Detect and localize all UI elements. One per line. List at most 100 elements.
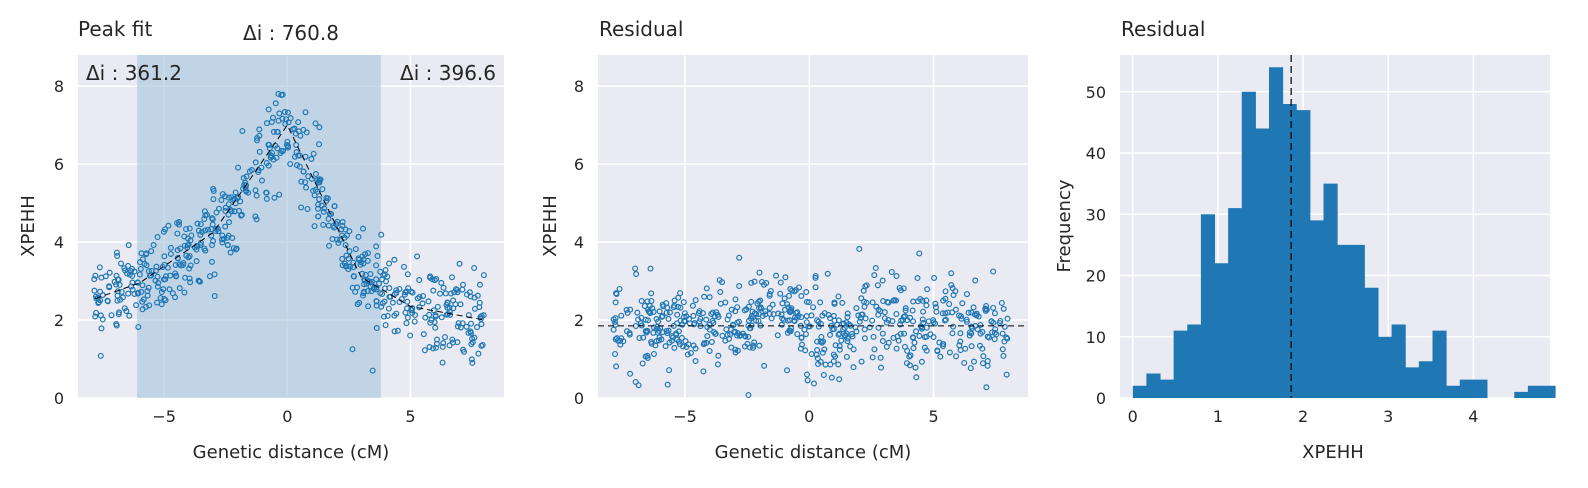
y-axis-label: Frequency <box>1054 179 1075 272</box>
data-point <box>913 374 920 381</box>
data-point <box>991 336 998 343</box>
data-point <box>139 282 146 289</box>
data-point <box>341 260 348 267</box>
data-point <box>369 367 376 374</box>
data-point <box>690 342 697 349</box>
data-point <box>202 212 209 219</box>
data-point <box>742 333 749 340</box>
y-tick-label: 2 <box>54 311 64 330</box>
data-point <box>185 241 192 248</box>
data-point <box>766 292 773 299</box>
y-tick-labels: 0 2 4 6 8 <box>574 77 584 408</box>
data-point <box>916 250 923 257</box>
histogram-bar <box>1446 385 1461 398</box>
data-point <box>984 362 991 369</box>
histogram-bar <box>1378 336 1393 398</box>
data-point <box>194 243 201 250</box>
data-point <box>454 289 461 296</box>
data-point <box>925 318 932 325</box>
histogram-bar <box>1269 67 1284 398</box>
data-point <box>380 313 387 320</box>
data-point <box>95 300 102 307</box>
data-point <box>135 289 142 296</box>
histogram-bar <box>1514 391 1529 398</box>
data-point <box>839 299 846 306</box>
data-point <box>91 287 98 294</box>
data-point <box>114 252 121 259</box>
data-point <box>986 334 993 341</box>
data-point <box>360 260 367 267</box>
data-point <box>404 271 411 278</box>
data-point <box>265 106 272 113</box>
data-point <box>184 242 191 249</box>
data-point <box>769 301 776 308</box>
data-point <box>736 254 743 261</box>
data-point <box>982 305 989 312</box>
data-point <box>784 317 791 324</box>
data-point <box>931 275 938 282</box>
data-point <box>440 284 447 291</box>
data-point <box>881 315 888 322</box>
data-point <box>970 304 977 311</box>
data-point <box>741 343 748 350</box>
data-point <box>480 312 487 319</box>
data-point <box>913 328 920 335</box>
data-point <box>610 326 617 333</box>
data-point <box>270 156 277 163</box>
data-point <box>962 345 969 352</box>
data-point <box>682 338 689 345</box>
data-point <box>819 349 826 356</box>
data-point <box>143 251 150 258</box>
data-point <box>394 327 401 334</box>
data-point <box>386 260 393 267</box>
data-point <box>856 318 863 325</box>
data-point <box>612 350 619 357</box>
data-point <box>146 302 153 309</box>
data-point <box>814 338 821 345</box>
data-point <box>821 346 828 353</box>
data-point <box>293 162 300 169</box>
data-point <box>965 309 972 316</box>
data-point <box>612 299 619 306</box>
data-point <box>814 355 821 362</box>
data-point <box>450 339 457 346</box>
data-point <box>642 316 649 323</box>
y-tick-label: 20 <box>1086 267 1106 286</box>
data-point <box>844 338 851 345</box>
data-point <box>312 120 319 127</box>
data-point <box>311 223 318 230</box>
data-point <box>416 293 423 300</box>
data-point <box>804 377 811 384</box>
data-point <box>411 318 418 325</box>
data-point <box>634 309 641 316</box>
data-point <box>161 253 168 260</box>
data-point <box>202 227 209 234</box>
y-axis-label: XPEHH <box>18 195 39 257</box>
data-point <box>186 253 193 260</box>
data-point <box>953 353 960 360</box>
data-point <box>635 316 642 323</box>
histogram-bar <box>1132 385 1147 398</box>
data-point <box>135 323 142 330</box>
data-point <box>383 278 390 285</box>
x-tick-labels: 0 1 2 3 4 <box>1128 407 1479 426</box>
histogram-bar <box>1255 128 1270 398</box>
data-point <box>389 299 396 306</box>
data-point <box>97 288 104 295</box>
data-point <box>785 304 792 311</box>
data-point <box>98 274 105 281</box>
data-point <box>419 300 426 307</box>
data-point <box>836 376 843 383</box>
data-point <box>164 264 171 271</box>
data-point <box>646 302 653 309</box>
data-point <box>656 334 663 341</box>
data-point <box>757 304 764 311</box>
data-point <box>659 313 666 320</box>
data-point <box>893 310 900 317</box>
data-point <box>227 249 234 256</box>
data-point <box>274 128 281 135</box>
data-point <box>167 244 174 251</box>
histogram-bar <box>1296 110 1311 398</box>
data-point <box>952 306 959 313</box>
x-tick-label: 5 <box>928 407 938 426</box>
